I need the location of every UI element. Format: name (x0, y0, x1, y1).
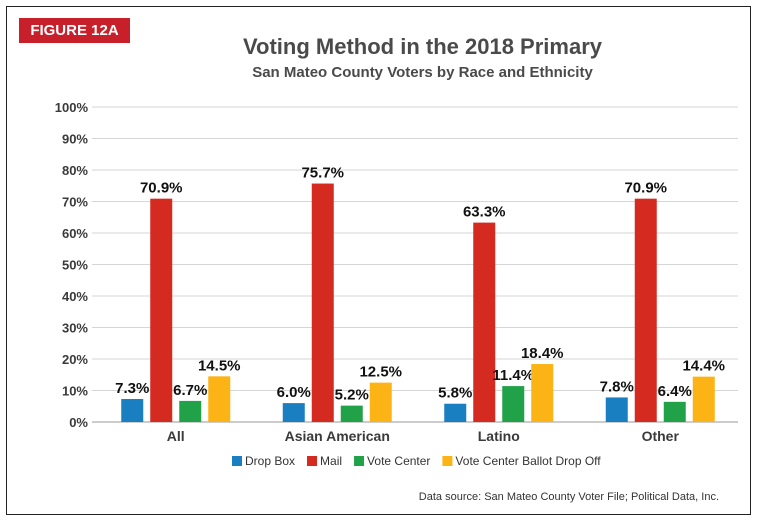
data-label: 5.2% (335, 387, 369, 404)
y-tick-label: 20% (62, 352, 88, 367)
bar-vote-center-ballot-drop-off (531, 364, 554, 422)
y-tick-label: 70% (62, 195, 88, 210)
bar-vote-center (179, 400, 202, 422)
bar-mail (150, 198, 173, 422)
bar-vote-center (502, 386, 525, 422)
category-label: All (167, 428, 185, 444)
bar-drop-box (444, 403, 467, 422)
bar-vote-center-ballot-drop-off (208, 376, 231, 422)
data-label: 14.5% (198, 357, 241, 374)
legend-label: Vote Center Ballot Drop Off (455, 454, 601, 468)
bar-mail (311, 183, 334, 422)
bar-vote-center-ballot-drop-off (369, 382, 392, 422)
legend-swatch (442, 456, 453, 466)
bar-vote-center (663, 401, 686, 422)
figure-label: FIGURE 12A (19, 18, 130, 43)
y-tick-label: 40% (62, 289, 88, 304)
legend-label: Mail (320, 454, 342, 468)
data-source-note: Data source: San Mateo County Voter File… (418, 491, 719, 503)
data-label: 7.3% (115, 380, 149, 397)
y-tick-label: 60% (62, 226, 88, 241)
data-label: 70.9% (140, 180, 183, 197)
bar-drop-box (282, 403, 305, 422)
data-label: 6.4% (658, 383, 692, 400)
data-label: 12.5% (359, 364, 402, 381)
category-label: Other (642, 428, 680, 444)
bar-mail (634, 198, 657, 422)
y-tick-label: 10% (62, 384, 88, 399)
chart-title: Voting Method in the 2018 Primary (243, 34, 602, 59)
bar-drop-box (121, 399, 144, 422)
legend-swatch (307, 456, 318, 466)
legend-label: Drop Box (245, 454, 295, 468)
data-label: 5.8% (438, 385, 472, 402)
bar-mail (473, 222, 496, 422)
data-label: 14.4% (682, 358, 725, 375)
y-tick-label: 100% (55, 100, 89, 115)
y-tick-label: 0% (69, 415, 88, 430)
data-label: 18.4% (521, 345, 564, 362)
data-label: 6.7% (173, 382, 207, 399)
y-tick-label: 50% (62, 258, 88, 273)
data-label: 75.7% (301, 165, 344, 182)
y-tick-label: 30% (62, 321, 88, 336)
bar-vote-center (340, 405, 363, 422)
bar-drop-box (605, 397, 628, 422)
legend-swatch (354, 456, 365, 466)
data-label: 63.3% (463, 204, 506, 221)
data-label: 70.9% (624, 180, 667, 197)
y-tick-label: 80% (62, 163, 88, 178)
data-label: 7.8% (600, 378, 634, 395)
data-label: 6.0% (277, 384, 311, 401)
bar-vote-center-ballot-drop-off (692, 376, 715, 422)
figure-frame (6, 6, 751, 515)
legend-swatch (232, 456, 242, 466)
data-label: 11.4% (492, 367, 534, 384)
legend-label: Vote Center (367, 454, 430, 468)
chart-subtitle: San Mateo County Voters by Race and Ethn… (252, 64, 593, 81)
y-tick-label: 90% (62, 132, 88, 147)
category-label: Latino (478, 428, 520, 444)
category-label: Asian American (285, 428, 390, 444)
